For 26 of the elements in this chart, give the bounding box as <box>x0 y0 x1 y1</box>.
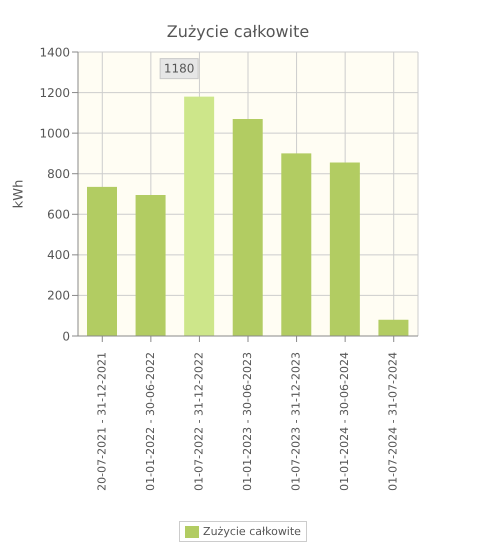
x-tick-label: 01-01-2022 - 30-06-2022 <box>144 352 157 491</box>
bar <box>136 195 166 336</box>
x-tick-label: 01-07-2022 - 31-12-2022 <box>192 352 206 491</box>
y-tick-label: 200 <box>47 288 70 303</box>
bar <box>378 320 408 336</box>
y-tick-label: 1000 <box>39 126 70 140</box>
y-tick-label: 600 <box>47 208 70 222</box>
y-axis-title: kWh <box>12 180 27 208</box>
y-tick-label: 800 <box>47 166 70 181</box>
x-tick-label: 01-07-2024 - 31-07-2024 <box>386 352 400 491</box>
y-tick-label: 1200 <box>39 86 70 100</box>
x-tick-label: 01-07-2023 - 31-12-2023 <box>290 352 303 491</box>
x-tick-label: 01-01-2023 - 30-06-2023 <box>241 352 254 491</box>
chart-title: Zużycie całkowite <box>166 22 310 42</box>
bar <box>87 186 117 336</box>
bar <box>330 162 360 336</box>
bar <box>184 96 214 336</box>
bar <box>281 153 312 336</box>
y-tick-label: 400 <box>47 248 70 262</box>
data-label: 1180 <box>164 62 194 76</box>
bar <box>232 118 263 336</box>
x-tick-label: 20-07-2021 - 31-12-2021 <box>95 352 108 491</box>
y-tick-label: 0 <box>62 329 70 344</box>
y-tick-label: 1400 <box>39 45 70 60</box>
legend-label: Zużycie całkowite <box>202 525 301 538</box>
x-tick-label: 01-01-2024 - 30-06-2024 <box>338 352 352 491</box>
